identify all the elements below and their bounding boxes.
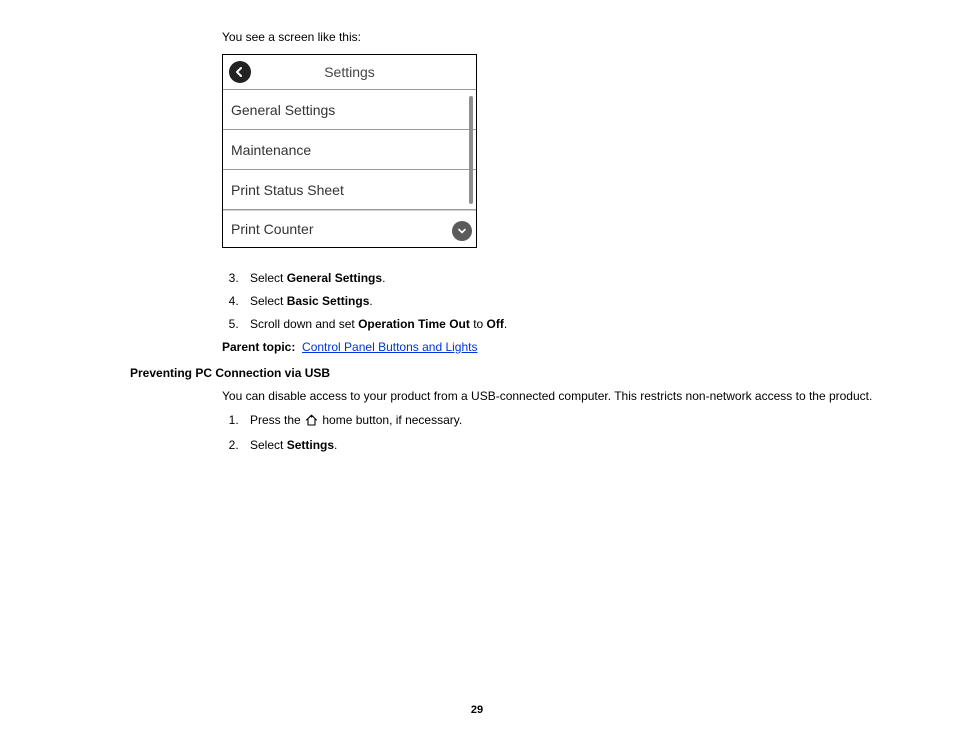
- scroll-down-icon[interactable]: [452, 221, 472, 241]
- content-column: You see a screen like this: Settings Gen…: [222, 30, 914, 354]
- device-screenshot: Settings General Settings Maintenance Pr…: [222, 54, 477, 248]
- device-header: Settings: [223, 55, 476, 90]
- step-b2: Select Settings.: [242, 437, 914, 453]
- device-row-general-settings[interactable]: General Settings: [223, 90, 476, 130]
- back-icon[interactable]: [229, 61, 251, 83]
- step-bold: Off: [487, 317, 504, 331]
- section-body: You can disable access to your product f…: [222, 388, 914, 454]
- step-b1: Press the home button, if necessary.: [242, 412, 914, 430]
- step-text: home button, if necessary.: [319, 413, 462, 427]
- step-5: Scroll down and set Operation Time Out t…: [242, 316, 914, 332]
- step-text: Select: [250, 271, 287, 285]
- step-bold: General Settings: [287, 271, 382, 285]
- step-text: .: [504, 317, 507, 331]
- step-text: Press the: [250, 413, 304, 427]
- intro-text: You see a screen like this:: [222, 30, 914, 44]
- scrollbar[interactable]: [469, 96, 473, 204]
- step-text: .: [382, 271, 385, 285]
- step-bold: Settings: [287, 438, 334, 452]
- step-bold: Basic Settings: [287, 294, 370, 308]
- parent-topic-link[interactable]: Control Panel Buttons and Lights: [302, 340, 477, 354]
- step-text: Scroll down and set: [250, 317, 358, 331]
- step-3: Select General Settings.: [242, 270, 914, 286]
- step-text: .: [369, 294, 372, 308]
- device-rows: General Settings Maintenance Print Statu…: [223, 90, 476, 247]
- step-bold: Operation Time Out: [358, 317, 470, 331]
- device-row-maintenance[interactable]: Maintenance: [223, 130, 476, 170]
- step-text: .: [334, 438, 337, 452]
- home-icon: [305, 414, 318, 430]
- device-row-print-status-sheet[interactable]: Print Status Sheet: [223, 170, 476, 210]
- step-text: Select: [250, 438, 287, 452]
- steps-list-b: Press the home button, if necessary. Sel…: [222, 412, 914, 453]
- step-text: Select: [250, 294, 287, 308]
- parent-topic-label: Parent topic:: [222, 340, 295, 354]
- step-text: to: [470, 317, 487, 331]
- device-row-print-counter[interactable]: Print Counter: [223, 210, 476, 247]
- page-number: 29: [0, 704, 954, 716]
- steps-list-a: Select General Settings. Select Basic Se…: [222, 270, 914, 333]
- section-heading: Preventing PC Connection via USB: [130, 366, 914, 380]
- step-4: Select Basic Settings.: [242, 293, 914, 309]
- manual-page: You see a screen like this: Settings Gen…: [0, 0, 954, 453]
- device-title: Settings: [324, 64, 375, 80]
- section-paragraph: You can disable access to your product f…: [222, 388, 914, 404]
- parent-topic: Parent topic: Control Panel Buttons and …: [222, 340, 914, 354]
